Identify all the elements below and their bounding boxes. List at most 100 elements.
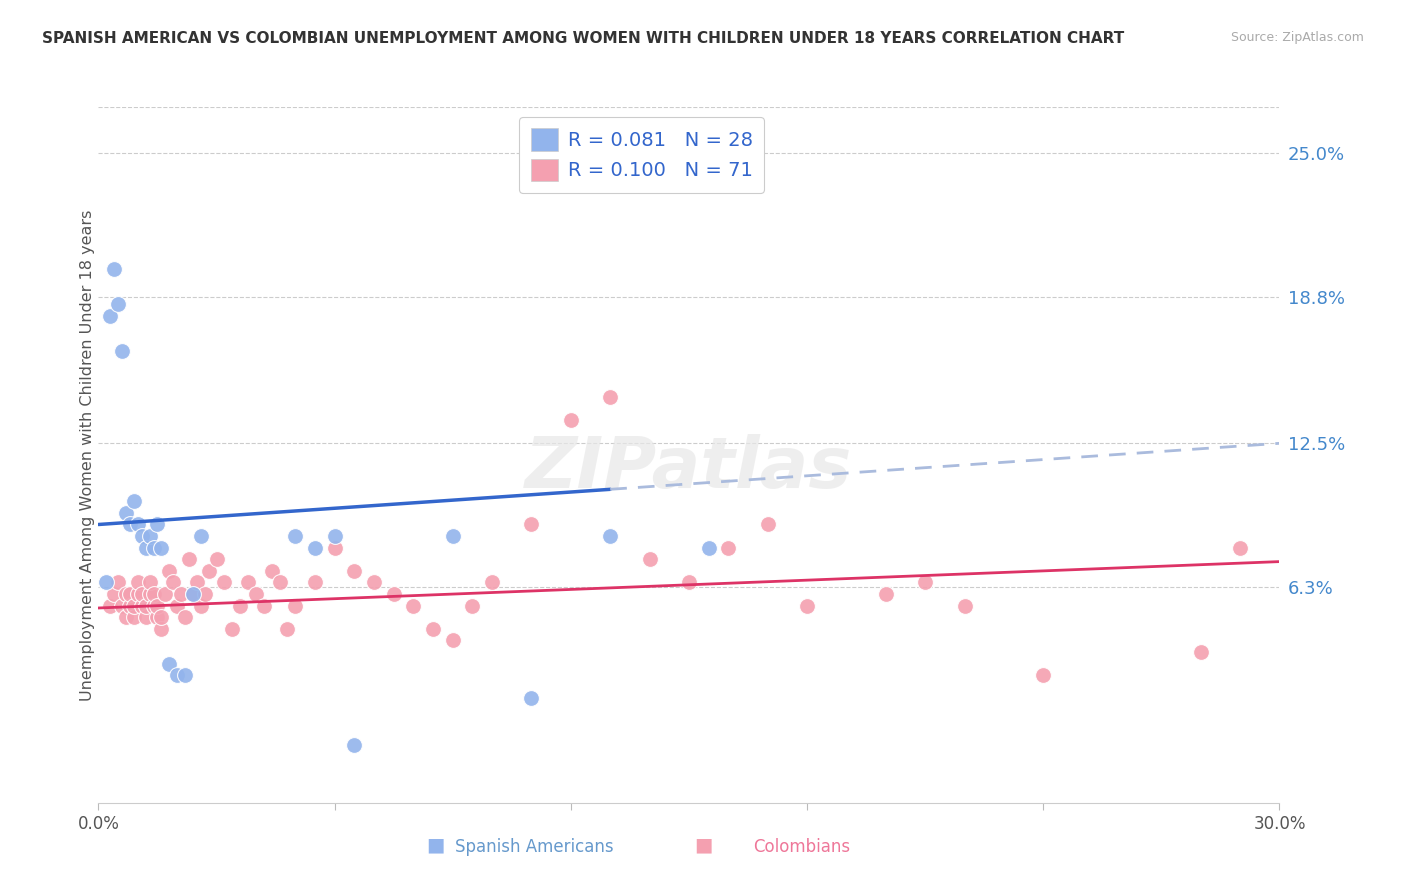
Text: ZIPatlas: ZIPatlas xyxy=(526,434,852,503)
Point xyxy=(461,599,484,613)
Point xyxy=(323,541,346,555)
Point xyxy=(343,738,366,752)
Point xyxy=(194,587,217,601)
Point xyxy=(520,517,543,532)
Text: ■: ■ xyxy=(426,836,446,855)
Point xyxy=(284,529,307,543)
Point xyxy=(96,575,118,590)
Point xyxy=(422,622,444,636)
Point xyxy=(118,599,141,613)
Point xyxy=(150,610,173,624)
Point xyxy=(181,587,204,601)
Point xyxy=(162,575,184,590)
Point xyxy=(122,599,145,613)
Point xyxy=(236,575,259,590)
Point xyxy=(135,541,157,555)
Point xyxy=(115,610,138,624)
Point xyxy=(402,599,425,613)
Point xyxy=(142,599,165,613)
Point xyxy=(796,599,818,613)
Point xyxy=(138,529,160,543)
Point xyxy=(1189,645,1212,659)
Point xyxy=(127,575,149,590)
Point xyxy=(190,599,212,613)
Point xyxy=(1229,541,1251,555)
Point xyxy=(111,599,134,613)
Point xyxy=(214,575,236,590)
Point xyxy=(127,587,149,601)
Point xyxy=(138,575,160,590)
Point xyxy=(343,564,366,578)
Point xyxy=(441,633,464,648)
Point xyxy=(142,541,165,555)
Point xyxy=(914,575,936,590)
Point xyxy=(98,309,121,323)
Point xyxy=(197,564,219,578)
Point xyxy=(131,599,153,613)
Point xyxy=(253,599,276,613)
Point xyxy=(205,552,228,566)
Text: Spanish Americans: Spanish Americans xyxy=(456,838,613,856)
Point xyxy=(111,343,134,358)
Point xyxy=(142,587,165,601)
Point xyxy=(150,541,173,555)
Point xyxy=(150,622,173,636)
Point xyxy=(323,529,346,543)
Y-axis label: Unemployment Among Women with Children Under 18 years: Unemployment Among Women with Children U… xyxy=(80,210,94,700)
Point xyxy=(756,517,779,532)
Point xyxy=(638,552,661,566)
Point xyxy=(118,517,141,532)
Point xyxy=(875,587,897,601)
Point xyxy=(678,575,700,590)
Point xyxy=(146,599,169,613)
Point xyxy=(131,587,153,601)
Point xyxy=(135,610,157,624)
Point xyxy=(186,575,208,590)
Point xyxy=(131,529,153,543)
Text: Source: ZipAtlas.com: Source: ZipAtlas.com xyxy=(1230,31,1364,45)
Point xyxy=(441,529,464,543)
Point xyxy=(135,599,157,613)
Point xyxy=(181,587,204,601)
Point xyxy=(174,668,197,682)
Point xyxy=(157,564,180,578)
Point xyxy=(599,390,621,404)
Point xyxy=(304,541,326,555)
Point xyxy=(127,517,149,532)
Point xyxy=(363,575,385,590)
Point xyxy=(122,494,145,508)
Point xyxy=(190,529,212,543)
Point xyxy=(382,587,405,601)
Point xyxy=(260,564,283,578)
Point xyxy=(118,587,141,601)
Point xyxy=(146,517,169,532)
Point xyxy=(155,587,177,601)
Point xyxy=(115,587,138,601)
Legend: R = 0.081   N = 28, R = 0.100   N = 71: R = 0.081 N = 28, R = 0.100 N = 71 xyxy=(519,117,765,193)
Point xyxy=(284,599,307,613)
Point xyxy=(304,575,326,590)
Point xyxy=(138,587,160,601)
Text: ■: ■ xyxy=(693,836,713,855)
Point xyxy=(717,541,740,555)
Point xyxy=(146,610,169,624)
Point xyxy=(560,413,582,427)
Point xyxy=(229,599,252,613)
Point xyxy=(157,657,180,671)
Point xyxy=(107,297,129,311)
Point xyxy=(115,506,138,520)
Point xyxy=(177,552,200,566)
Point xyxy=(174,610,197,624)
Text: Colombians: Colombians xyxy=(752,838,851,856)
Point xyxy=(481,575,503,590)
Point xyxy=(599,529,621,543)
Point xyxy=(221,622,243,636)
Point xyxy=(166,668,188,682)
Point xyxy=(269,575,291,590)
Point xyxy=(276,622,298,636)
Point xyxy=(953,599,976,613)
Point xyxy=(98,599,121,613)
Point xyxy=(520,691,543,706)
Point xyxy=(122,610,145,624)
Point xyxy=(103,262,125,277)
